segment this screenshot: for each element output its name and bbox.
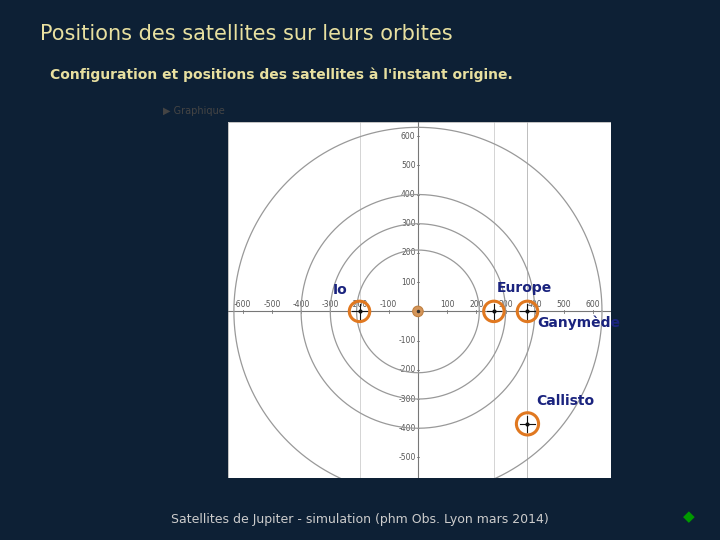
Text: -600: -600 bbox=[234, 300, 251, 309]
Text: -200: -200 bbox=[398, 366, 415, 374]
Text: Io: Io bbox=[333, 283, 348, 297]
Text: Europe: Europe bbox=[497, 281, 552, 295]
Text: 300: 300 bbox=[498, 300, 513, 309]
Text: 500: 500 bbox=[557, 300, 571, 309]
Text: -300: -300 bbox=[322, 300, 339, 309]
Text: 500: 500 bbox=[401, 161, 415, 170]
Text: Positions des satellites sur leurs orbites: Positions des satellites sur leurs orbit… bbox=[40, 24, 452, 44]
Text: -400: -400 bbox=[292, 300, 310, 309]
Text: 100: 100 bbox=[401, 278, 415, 287]
Text: 400: 400 bbox=[528, 300, 542, 309]
Text: Configuration et positions des satellites à l'instant origine.: Configuration et positions des satellite… bbox=[50, 68, 513, 82]
Text: Satellites de Jupiter - simulation (phm Obs. Lyon mars 2014): Satellites de Jupiter - simulation (phm … bbox=[171, 514, 549, 526]
Text: -300: -300 bbox=[398, 395, 415, 403]
Text: -100: -100 bbox=[398, 336, 415, 345]
Circle shape bbox=[413, 306, 423, 316]
Text: 100: 100 bbox=[440, 300, 454, 309]
Text: 200: 200 bbox=[469, 300, 484, 309]
Text: 400: 400 bbox=[401, 190, 415, 199]
Text: -400: -400 bbox=[398, 424, 415, 433]
Text: -500: -500 bbox=[264, 300, 281, 309]
Text: Callisto: Callisto bbox=[536, 394, 595, 408]
Text: 600: 600 bbox=[586, 300, 600, 309]
Text: 600: 600 bbox=[401, 132, 415, 140]
Text: 300: 300 bbox=[401, 219, 415, 228]
Text: -200: -200 bbox=[351, 300, 368, 309]
Text: ▶ Graphique: ▶ Graphique bbox=[163, 106, 225, 116]
Text: 200: 200 bbox=[401, 248, 415, 258]
Text: Ganymède: Ganymède bbox=[538, 316, 621, 330]
Text: ◆: ◆ bbox=[683, 509, 695, 524]
Text: -500: -500 bbox=[398, 453, 415, 462]
Text: -100: -100 bbox=[380, 300, 397, 309]
